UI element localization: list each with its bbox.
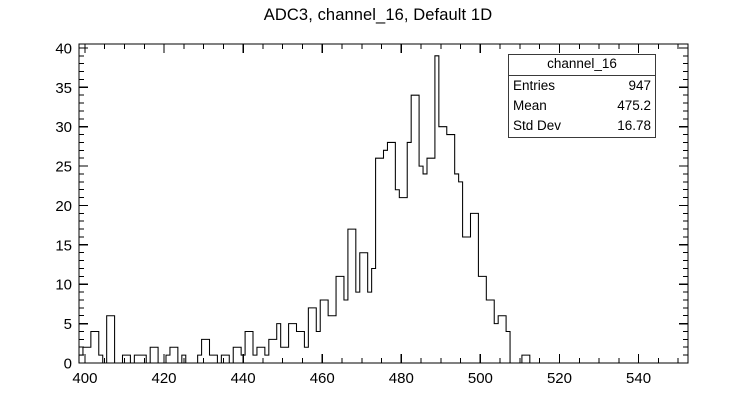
svg-text:480: 480 (389, 370, 414, 387)
svg-text:520: 520 (547, 370, 572, 387)
histogram-series (78, 55, 688, 364)
stats-key-entries: Entries (513, 77, 556, 93)
histogram-outline (78, 55, 688, 364)
svg-text:20: 20 (55, 198, 72, 215)
axis-tick-labels: 400 420 440 460 480 500 520 540 0 5 10 15 20 25 30 35 40 (55, 40, 651, 387)
svg-text:460: 460 (310, 370, 335, 387)
svg-text:30: 30 (55, 119, 72, 136)
stats-box-title: channel_16 (509, 55, 655, 76)
svg-text:35: 35 (55, 80, 72, 97)
stats-row-entries: Entries 947 (509, 76, 655, 96)
stats-box[interactable]: channel_16 Entries 947 Mean 475.2 Std De… (508, 54, 656, 138)
plot-frame (78, 43, 689, 364)
svg-text:540: 540 (626, 370, 651, 387)
stats-value-mean: 475.2 (617, 98, 651, 114)
svg-text:10: 10 (55, 277, 72, 294)
page-title: ADC3, channel_16, Default 1D (263, 6, 493, 24)
stats-key-mean: Mean (513, 98, 547, 114)
svg-text:40: 40 (55, 40, 72, 57)
svg-text:440: 440 (231, 370, 256, 387)
svg-text:420: 420 (152, 370, 177, 387)
stats-row-stddev: Std Dev 16.78 (509, 116, 655, 136)
svg-text:25: 25 (55, 159, 72, 176)
svg-text:15: 15 (55, 237, 72, 254)
svg-text:400: 400 (72, 370, 97, 387)
stats-key-stddev: Std Dev (513, 118, 562, 134)
svg-text:500: 500 (468, 370, 493, 387)
svg-text:5: 5 (64, 316, 72, 333)
stats-value-entries: 947 (628, 77, 651, 93)
svg-text:0: 0 (64, 356, 72, 373)
axis-ticks (79, 44, 688, 364)
stats-row-mean: Mean 475.2 (509, 96, 655, 116)
stats-value-stddev: 16.78 (617, 118, 651, 134)
